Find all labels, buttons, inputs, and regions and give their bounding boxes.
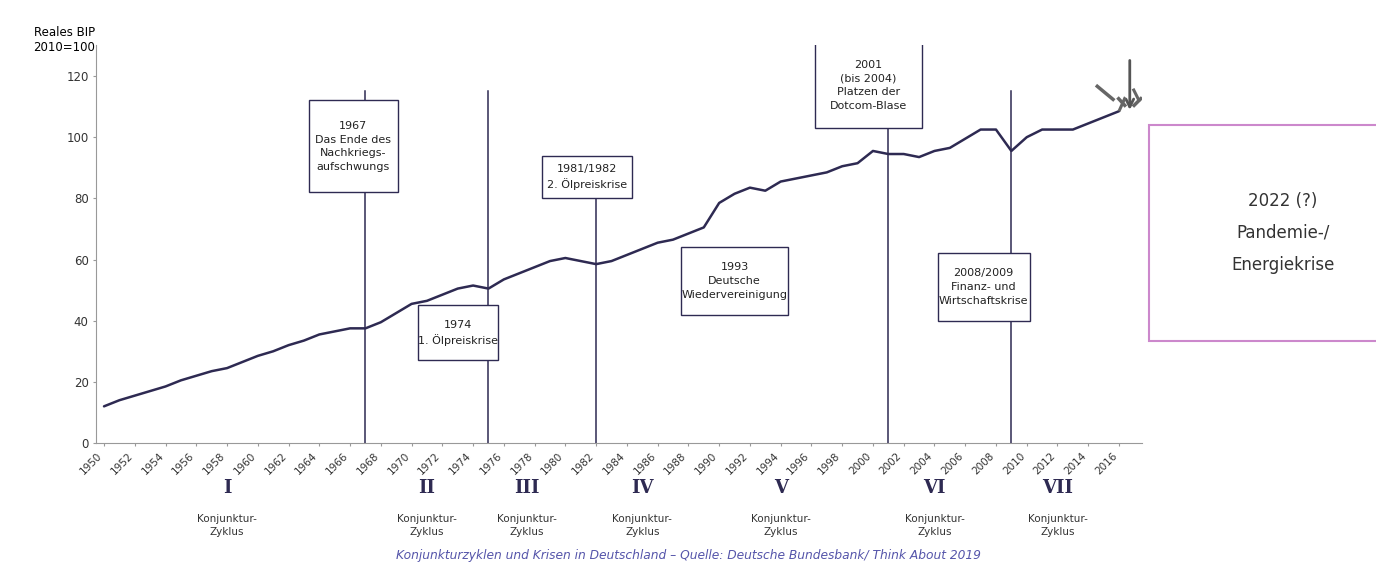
FancyBboxPatch shape <box>815 43 922 128</box>
Text: Konjunktur-
Zyklus: Konjunktur- Zyklus <box>904 514 965 537</box>
Text: Konjunktur-
Zyklus: Konjunktur- Zyklus <box>751 514 810 537</box>
Text: 1993
Deutsche
Wiedervereinigung: 1993 Deutsche Wiedervereinigung <box>681 262 787 299</box>
Text: Konjunktur-
Zyklus: Konjunktur- Zyklus <box>497 514 557 537</box>
Y-axis label: Reales BIP
2010=100: Reales BIP 2010=100 <box>33 26 95 53</box>
Text: 1981/1982
2. Ölpreiskrise: 1981/1982 2. Ölpreiskrise <box>546 164 627 190</box>
Text: Konjunktur-
Zyklus: Konjunktur- Zyklus <box>197 514 257 537</box>
FancyBboxPatch shape <box>308 101 398 192</box>
Text: V: V <box>773 479 787 498</box>
Text: 2022 (?)
Pandemie-/
Energiekrise: 2022 (?) Pandemie-/ Energiekrise <box>1232 192 1335 274</box>
FancyBboxPatch shape <box>542 156 632 198</box>
FancyBboxPatch shape <box>937 253 1029 321</box>
Text: VII: VII <box>1042 479 1073 498</box>
Text: VI: VI <box>923 479 945 498</box>
Text: Konjunktur-
Zyklus: Konjunktur- Zyklus <box>612 514 673 537</box>
FancyBboxPatch shape <box>681 247 788 315</box>
Text: 1974
1. Ölpreiskrise: 1974 1. Ölpreiskrise <box>418 320 498 346</box>
Text: 1967
Das Ende des
Nachkriegs-
aufschwungs: 1967 Das Ende des Nachkriegs- aufschwung… <box>315 121 391 172</box>
Text: 2001
(bis 2004)
Platzen der
Dotcom-Blase: 2001 (bis 2004) Platzen der Dotcom-Blase <box>830 60 907 111</box>
Text: Konjunktur-
Zyklus: Konjunktur- Zyklus <box>1028 514 1087 537</box>
Text: 2008/2009
Finanz- und
Wirtschaftskrise: 2008/2009 Finanz- und Wirtschaftskrise <box>938 269 1028 306</box>
Text: I: I <box>223 479 231 498</box>
Text: Konjunktur-
Zyklus: Konjunktur- Zyklus <box>398 514 457 537</box>
Text: III: III <box>515 479 539 498</box>
FancyBboxPatch shape <box>418 306 498 361</box>
Text: Konjunkturzyklen und Krisen in Deutschland – Quelle: Deutsche Bundesbank/ Think : Konjunkturzyklen und Krisen in Deutschla… <box>395 549 981 562</box>
Text: II: II <box>418 479 435 498</box>
Text: IV: IV <box>632 479 654 498</box>
